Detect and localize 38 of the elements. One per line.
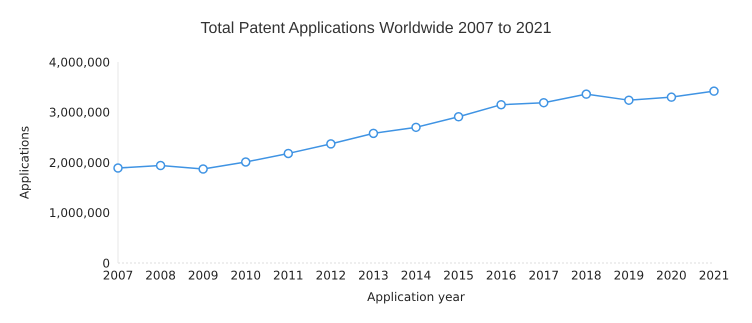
point — [666, 92, 676, 102]
x-tick-label: 2014 — [400, 268, 432, 283]
x-tick-label: 2008 — [145, 268, 176, 283]
x-tick-label: 2010 — [230, 268, 261, 283]
point — [368, 128, 378, 138]
x-tick-label: 2018 — [571, 268, 602, 283]
y-tick-label: 0 — [102, 256, 110, 270]
point — [538, 98, 548, 108]
point — [582, 89, 592, 99]
point — [284, 148, 294, 158]
x-tick-label: 2016 — [486, 268, 516, 283]
y-tick-label: 1,000,000 — [48, 206, 110, 220]
point — [198, 164, 208, 174]
x-tick-label: 2011 — [273, 268, 304, 283]
x-tick-label: 2015 — [443, 268, 474, 283]
x-tick-label: 2012 — [316, 268, 346, 283]
point — [709, 86, 719, 96]
point — [496, 100, 506, 110]
x-tick-label: 2013 — [358, 268, 389, 283]
y-tick-label: 4,000,000 — [48, 55, 110, 70]
x-tick-label: 2019 — [614, 268, 644, 283]
x-tick-label: 2020 — [656, 268, 687, 283]
x-tick-label: 2007 — [102, 268, 134, 283]
point — [156, 160, 166, 170]
chart-title: Total Patent Applications Worldwide 2007 to 2021 — [199, 19, 553, 39]
x-tick-label: 2009 — [188, 268, 218, 283]
y-tick-label: 3,000,000 — [48, 106, 110, 120]
x-tick-label: 2017 — [528, 268, 559, 283]
point — [624, 95, 634, 105]
point — [411, 122, 421, 132]
y-tick-label: 2,000,000 — [48, 156, 110, 170]
point — [454, 112, 464, 122]
point — [326, 139, 336, 149]
x-tick-label: 2021 — [698, 268, 730, 283]
x-axis-title: Application year — [367, 290, 465, 304]
point — [240, 157, 250, 167]
point — [113, 163, 123, 173]
y-axis-title: Applications — [17, 126, 32, 200]
